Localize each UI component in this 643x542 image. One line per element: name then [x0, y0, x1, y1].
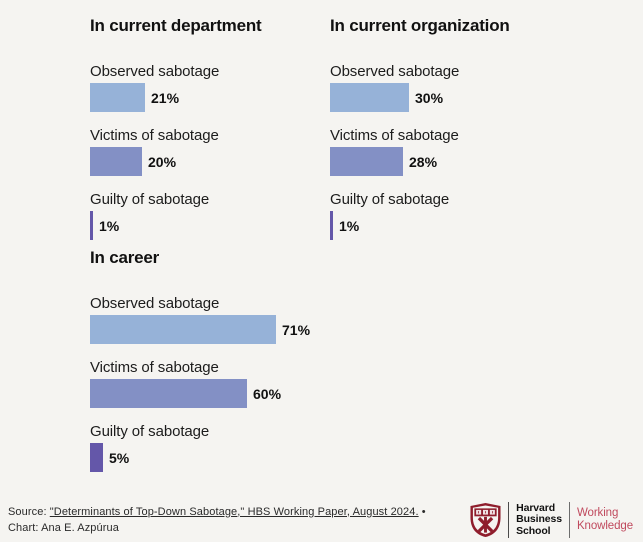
bar	[90, 147, 142, 176]
bar	[90, 315, 276, 344]
bar-group: Guilty of sabotage 1%	[330, 190, 630, 240]
bar	[330, 147, 403, 176]
bar-row: 71%	[90, 315, 630, 344]
bar	[90, 211, 93, 240]
bar-groups: Observed sabotage 71% Victims of sabotage 6…	[90, 294, 630, 472]
bar-group: Victims of sabotage 60%	[90, 358, 630, 408]
panel-title: In current department	[90, 16, 262, 35]
bar-value-label: 20%	[148, 153, 177, 170]
bar-category-label: Guilty of sabotage	[90, 423, 210, 440]
bar-groups: Observed sabotage 30% Victims of sabotage 2…	[330, 62, 630, 240]
working-knowledge-line: Knowledge	[576, 520, 633, 532]
hbs-wordmark-line: Business	[516, 513, 562, 526]
bar-row: 1%	[330, 211, 630, 240]
panel-title: In career	[90, 248, 160, 267]
bar	[90, 379, 247, 408]
bar-group: Observed sabotage 30%	[330, 62, 630, 112]
bar-value-label: 71%	[282, 321, 311, 338]
bar-row: 1%	[90, 211, 326, 240]
bar-value-label: 1%	[99, 217, 120, 234]
bar-groups: Observed sabotage 21% Victims of sabotage 2…	[90, 62, 326, 240]
bar-row: 20%	[90, 147, 326, 176]
bar	[330, 211, 333, 240]
bar	[90, 443, 103, 472]
bar-category-label: Victims of sabotage	[90, 359, 219, 376]
bar	[330, 83, 409, 112]
bar-value-label: 5%	[109, 449, 130, 466]
bar-group: Observed sabotage 71%	[90, 294, 630, 344]
source-prefix: Source:	[8, 505, 50, 518]
bar-value-label: 28%	[409, 153, 438, 170]
hbs-working-knowledge-logo[interactable]: Harvard Business School Working Knowledg…	[470, 502, 633, 538]
footer: Source: "Determinants of Top-Down Sabota…	[8, 502, 633, 538]
bar-value-label: 30%	[415, 89, 444, 106]
logo-divider	[568, 502, 570, 538]
bar-group: Guilty of sabotage 1%	[90, 190, 326, 240]
working-knowledge-wordmark: Working Knowledge	[577, 507, 633, 533]
bar-category-label: Observed sabotage	[330, 63, 460, 80]
bar-category-label: Victims of sabotage	[90, 127, 219, 144]
bar-category-label: Victims of sabotage	[330, 127, 459, 144]
bar-group: Guilty of sabotage 5%	[90, 422, 630, 472]
panel-current-department: In current department Observed sabotage 2…	[90, 16, 326, 254]
bar-group: Observed sabotage 21%	[90, 62, 326, 112]
bar	[90, 83, 145, 112]
source-block: Source: "Determinants of Top-Down Sabota…	[8, 504, 426, 537]
chart-credit: Chart: Ana E. Azpúrua	[8, 522, 119, 534]
bar-value-label: 21%	[151, 89, 180, 106]
logo-divider	[508, 502, 510, 538]
bar-row: 30%	[330, 83, 630, 112]
bar-row: 28%	[330, 147, 630, 176]
panel-title: In current organization	[330, 16, 510, 35]
bar-group: Victims of sabotage 28%	[330, 126, 630, 176]
hbs-wordmark-line: School	[516, 524, 551, 537]
source-line: Source: "Determinants of Top-Down Sabota…	[8, 504, 426, 521]
hbs-wordmark: Harvard Business School	[516, 501, 562, 538]
hbs-wordmark-line: Harvard	[516, 501, 556, 514]
bar-group: Victims of sabotage 20%	[90, 126, 326, 176]
bar-row: 5%	[90, 443, 630, 472]
bar-category-label: Guilty of sabotage	[330, 191, 450, 208]
bar-category-label: Observed sabotage	[90, 295, 220, 312]
bar-value-label: 60%	[253, 385, 282, 402]
panel-current-organization: In current organization Observed sabotag…	[330, 16, 630, 254]
source-link[interactable]: "Determinants of Top-Down Sabotage," HBS…	[49, 505, 419, 518]
bar-category-label: Observed sabotage	[90, 63, 220, 80]
working-knowledge-line: Working	[576, 507, 619, 519]
bar-row: 60%	[90, 379, 630, 408]
source-separator: •	[418, 505, 426, 518]
bar-row: 21%	[90, 83, 326, 112]
bar-category-label: Guilty of sabotage	[90, 191, 210, 208]
bar-value-label: 1%	[339, 217, 360, 234]
hbs-shield-icon	[470, 503, 501, 538]
panel-in-career: In career Observed sabotage 71% Victims of…	[90, 248, 630, 486]
